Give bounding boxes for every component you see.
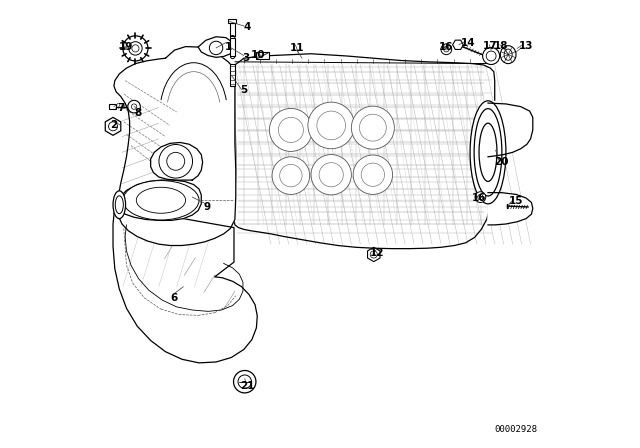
- Text: 16: 16: [439, 42, 454, 52]
- Polygon shape: [452, 40, 463, 49]
- Bar: [230, 23, 235, 36]
- Ellipse shape: [483, 47, 500, 65]
- Circle shape: [129, 42, 142, 55]
- Circle shape: [109, 122, 118, 131]
- Circle shape: [475, 192, 486, 202]
- Bar: [230, 38, 235, 56]
- Text: 00002928: 00002928: [495, 425, 538, 434]
- Ellipse shape: [470, 101, 506, 204]
- Text: 14: 14: [461, 38, 475, 47]
- Bar: [109, 104, 116, 109]
- Ellipse shape: [486, 51, 496, 61]
- Bar: [257, 52, 269, 59]
- Polygon shape: [105, 117, 121, 135]
- Circle shape: [353, 155, 392, 194]
- Polygon shape: [479, 101, 497, 204]
- Polygon shape: [234, 54, 495, 249]
- Circle shape: [360, 114, 387, 141]
- Bar: [230, 64, 236, 86]
- Polygon shape: [367, 247, 380, 262]
- Text: 6: 6: [171, 293, 178, 303]
- Circle shape: [234, 370, 256, 393]
- Text: 11: 11: [289, 43, 304, 53]
- Circle shape: [351, 106, 394, 149]
- Ellipse shape: [479, 123, 497, 181]
- Polygon shape: [488, 193, 532, 225]
- Circle shape: [131, 104, 137, 109]
- Circle shape: [278, 117, 303, 142]
- Ellipse shape: [136, 187, 186, 213]
- Circle shape: [441, 44, 452, 55]
- Circle shape: [128, 100, 140, 113]
- Circle shape: [311, 155, 351, 195]
- Circle shape: [238, 375, 252, 388]
- Ellipse shape: [123, 181, 199, 220]
- Ellipse shape: [115, 196, 124, 214]
- Circle shape: [444, 47, 449, 52]
- Text: 18: 18: [494, 41, 509, 51]
- Text: 13: 13: [519, 41, 533, 51]
- Circle shape: [317, 111, 346, 140]
- Text: 3: 3: [243, 53, 250, 63]
- Bar: [228, 19, 236, 23]
- Text: 10: 10: [251, 50, 266, 60]
- Text: 8: 8: [134, 108, 141, 118]
- Circle shape: [361, 163, 385, 186]
- Ellipse shape: [474, 108, 502, 196]
- Circle shape: [269, 108, 312, 151]
- Polygon shape: [113, 206, 257, 363]
- Ellipse shape: [159, 144, 193, 178]
- Circle shape: [308, 102, 355, 149]
- Circle shape: [123, 36, 148, 61]
- Ellipse shape: [167, 152, 185, 170]
- Text: 12: 12: [370, 248, 385, 258]
- Text: 7: 7: [117, 103, 124, 113]
- Text: 21: 21: [240, 381, 255, 391]
- Polygon shape: [114, 47, 236, 246]
- Polygon shape: [488, 103, 532, 157]
- Text: 2: 2: [110, 121, 118, 130]
- Ellipse shape: [504, 49, 512, 60]
- Polygon shape: [150, 142, 203, 180]
- Circle shape: [132, 45, 139, 52]
- Text: 1: 1: [225, 42, 232, 52]
- Circle shape: [272, 157, 310, 194]
- Text: 5: 5: [240, 86, 248, 95]
- Text: 20: 20: [494, 157, 509, 167]
- Circle shape: [319, 163, 343, 187]
- Ellipse shape: [500, 46, 516, 64]
- Text: 19: 19: [119, 42, 134, 52]
- Polygon shape: [118, 207, 255, 319]
- Circle shape: [477, 194, 483, 200]
- Text: 16: 16: [472, 193, 486, 203]
- Circle shape: [280, 164, 302, 187]
- Circle shape: [370, 251, 378, 258]
- Text: 4: 4: [244, 22, 251, 32]
- Text: 17: 17: [483, 41, 497, 51]
- Polygon shape: [198, 37, 234, 57]
- Text: 9: 9: [204, 202, 211, 212]
- Polygon shape: [119, 180, 201, 220]
- Text: 15: 15: [509, 196, 524, 206]
- Ellipse shape: [113, 191, 125, 219]
- Circle shape: [209, 41, 223, 55]
